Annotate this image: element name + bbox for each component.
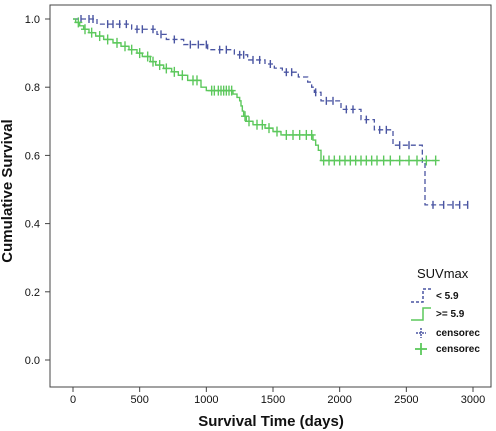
censor-mark-high (135, 48, 144, 59)
censor-mark-high (143, 51, 152, 62)
y-tick-label: 0.0 (25, 355, 40, 367)
legend-entry-censored-low: censorec (436, 328, 480, 339)
y-tick-label: 1.0 (25, 14, 40, 26)
y-axis-title: Cumulative Survival (0, 119, 16, 262)
x-tick-label: 2500 (394, 394, 418, 406)
censor-mark-high (395, 155, 404, 166)
x-axis-title: Survival Time (days) (198, 413, 344, 430)
censor-mark-high (227, 85, 236, 96)
legend-censor-blue-icon (416, 328, 426, 338)
censor-mark-high (170, 66, 179, 77)
censor-mark-high (149, 56, 157, 67)
x-tick-label: 1000 (194, 394, 218, 406)
censor-mark-high (193, 75, 201, 86)
y-tick-label: 0.6 (25, 150, 40, 162)
censor-mark-high (87, 27, 96, 38)
x-tick-label: 2000 (327, 394, 351, 406)
censor-mark-high (405, 155, 413, 166)
series-layer (73, 15, 469, 209)
censor-mark-high (413, 155, 421, 166)
censor-mark-high (245, 116, 253, 127)
y-tick-label: 0.2 (25, 287, 40, 299)
censor-mark-high (155, 60, 164, 71)
legend-entry-high: >= 5.9 (436, 309, 465, 320)
legend-swatch-dashed (411, 288, 431, 303)
censor-mark-high (379, 155, 388, 166)
censor-mark-high (162, 63, 171, 74)
x-tick-label: 500 (130, 394, 148, 406)
legend-swatch-solid (411, 307, 431, 321)
legend: SUVmax < 5.9 >= 5.9 censorec censorec (411, 266, 480, 355)
censor-mark-high (178, 70, 187, 81)
legend-title: SUVmax (417, 266, 469, 281)
x-tick-label: 3000 (461, 394, 485, 406)
censor-mark-high (81, 24, 89, 35)
y-tick-label: 0.4 (25, 219, 40, 231)
y-tick-label: 0.8 (25, 82, 40, 94)
censor-mark-high (431, 155, 440, 166)
censor-mark-high (386, 155, 395, 166)
censor-mark-high (273, 126, 281, 137)
censor-mark-high (113, 37, 121, 48)
legend-censor-green-icon (415, 343, 427, 355)
censor-mark-high (307, 129, 316, 140)
legend-entry-censored-high: censorec (436, 344, 480, 355)
x-tick-label: 1500 (261, 394, 285, 406)
legend-entry-low: < 5.9 (436, 291, 459, 302)
censor-mark-high (258, 119, 267, 130)
censor-mark-high (74, 17, 83, 28)
censor-mark-high (127, 44, 136, 55)
plot-frame (49, 4, 492, 388)
censor-mark-high (265, 123, 273, 134)
censor-mark-high (121, 41, 129, 52)
censor-mark-high (295, 129, 304, 140)
censor-mark-high (241, 111, 249, 122)
censor-mark-high (422, 155, 431, 166)
x-tick-label: 0 (70, 394, 76, 406)
censor-mark-high (95, 31, 104, 42)
axes: 0 500 1000 1500 2000 2500 3000 0.0 0.2 0.4 0.6 0.8 1… (25, 14, 486, 406)
censor-mark-high (103, 34, 112, 45)
